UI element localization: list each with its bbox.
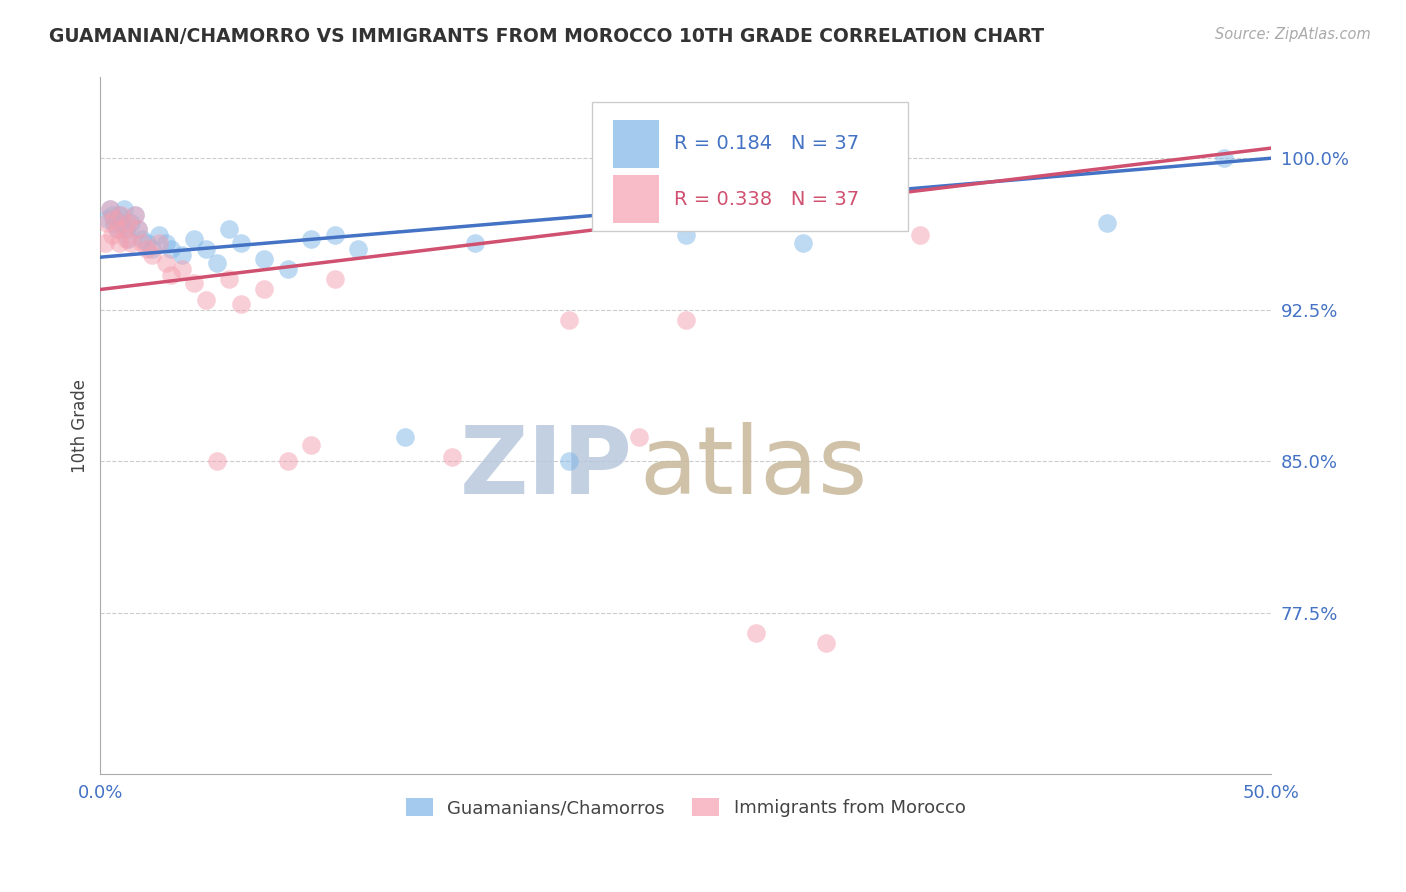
FancyBboxPatch shape	[613, 120, 659, 168]
Point	[103, 216, 125, 230]
Point	[253, 283, 276, 297]
Point	[557, 312, 579, 326]
Point	[218, 222, 240, 236]
Point	[627, 430, 650, 444]
Point	[155, 235, 177, 250]
Point	[105, 222, 128, 236]
Text: GUAMANIAN/CHAMORRO VS IMMIGRANTS FROM MOROCCO 10TH GRADE CORRELATION CHART: GUAMANIAN/CHAMORRO VS IMMIGRANTS FROM MO…	[49, 27, 1045, 45]
Point	[207, 454, 229, 468]
Text: ZIP: ZIP	[460, 422, 633, 514]
Point	[1095, 216, 1118, 230]
Text: R = 0.338   N = 37: R = 0.338 N = 37	[673, 190, 859, 209]
Point	[159, 242, 181, 256]
Point	[675, 312, 697, 326]
Point	[136, 242, 159, 256]
Point	[155, 256, 177, 270]
Point	[172, 262, 194, 277]
Point	[1213, 151, 1236, 165]
Point	[183, 277, 205, 291]
Text: atlas: atlas	[638, 422, 868, 514]
Point	[127, 222, 149, 236]
Point	[207, 256, 229, 270]
Point	[98, 202, 121, 216]
Text: R = 0.184   N = 37: R = 0.184 N = 37	[673, 134, 859, 153]
Legend: Guamanians/Chamorros, Immigrants from Morocco: Guamanians/Chamorros, Immigrants from Mo…	[399, 790, 973, 824]
Point	[440, 450, 463, 464]
Point	[101, 208, 124, 222]
Point	[124, 208, 146, 222]
Point	[815, 636, 838, 650]
Point	[792, 235, 814, 250]
Point	[115, 232, 138, 246]
Point	[117, 232, 139, 246]
Point	[110, 208, 132, 222]
Point	[105, 222, 128, 236]
Point	[96, 216, 118, 230]
Point	[172, 248, 194, 262]
Y-axis label: 10th Grade: 10th Grade	[72, 379, 89, 473]
Point	[745, 625, 768, 640]
Point	[394, 430, 416, 444]
Point	[347, 242, 370, 256]
Point	[117, 216, 139, 230]
Point	[218, 272, 240, 286]
FancyBboxPatch shape	[613, 176, 659, 223]
Point	[253, 252, 276, 267]
Point	[141, 248, 163, 262]
Text: Source: ZipAtlas.com: Source: ZipAtlas.com	[1215, 27, 1371, 42]
Point	[110, 216, 132, 230]
Point	[675, 227, 697, 242]
Point	[277, 454, 299, 468]
Point	[148, 227, 170, 242]
Point	[299, 438, 322, 452]
Point	[120, 216, 142, 230]
Point	[323, 227, 346, 242]
Point	[299, 232, 322, 246]
FancyBboxPatch shape	[592, 102, 908, 231]
Point	[108, 235, 131, 250]
Point	[112, 222, 135, 236]
Point	[908, 227, 931, 242]
Point	[94, 235, 117, 250]
Point	[141, 242, 163, 256]
Point	[557, 454, 579, 468]
Point	[136, 235, 159, 250]
Point	[120, 235, 142, 250]
Point	[194, 293, 217, 307]
Point	[101, 227, 124, 242]
Point	[131, 235, 153, 250]
Point	[323, 272, 346, 286]
Point	[131, 232, 153, 246]
Point	[229, 296, 252, 310]
Point	[159, 268, 181, 283]
Point	[464, 235, 486, 250]
Point	[115, 222, 138, 236]
Point	[229, 235, 252, 250]
Point	[124, 208, 146, 222]
Point	[98, 202, 121, 216]
Point	[277, 262, 299, 277]
Point	[112, 202, 135, 216]
Point	[148, 235, 170, 250]
Point	[127, 222, 149, 236]
Point	[108, 208, 131, 222]
Point	[194, 242, 217, 256]
Point	[183, 232, 205, 246]
Point	[96, 211, 118, 226]
Point	[103, 211, 125, 226]
